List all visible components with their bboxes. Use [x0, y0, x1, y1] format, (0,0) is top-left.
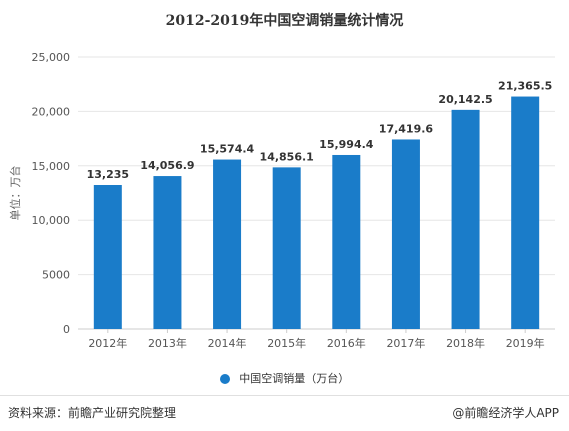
y-tick-label: 5000: [42, 269, 70, 282]
x-tick-label: 2012年: [88, 336, 127, 350]
bar: [93, 185, 122, 329]
source-note: 资料来源：前瞻产业研究院整理: [8, 406, 177, 420]
bar: [332, 154, 361, 329]
x-tick-label: 2019年: [506, 336, 545, 350]
data-label: 15,994.4: [319, 138, 374, 151]
y-tick-label: 20,000: [32, 105, 71, 118]
x-tick-label: 2018年: [446, 336, 485, 350]
data-label: 20,142.5: [438, 93, 492, 106]
y-axis-title: 单位：万台: [8, 166, 22, 221]
brand-credit: @前瞻经济学人APP: [452, 406, 559, 420]
x-tick-label: 2015年: [267, 336, 306, 350]
bar: [391, 139, 420, 329]
data-label: 15,574.4: [200, 143, 255, 156]
data-label: 14,056.9: [140, 159, 194, 172]
chart-title: 2012-2019年中国空调销量统计情况: [165, 13, 404, 29]
bar: [153, 176, 182, 329]
data-label: 17,419.6: [379, 122, 434, 135]
y-tick-label: 0: [63, 323, 70, 336]
legend: 中国空调销量（万台）: [0, 370, 569, 386]
y-tick-label: 15,000: [32, 160, 71, 173]
bar: [213, 159, 242, 329]
legend-label: 中国空调销量（万台）: [239, 372, 350, 385]
y-tick-label: 25,000: [32, 51, 71, 64]
data-label: 13,235: [87, 168, 129, 181]
x-tick-label: 2013年: [148, 336, 187, 350]
data-label: 14,856.1: [260, 150, 314, 163]
data-label: 21,365.5: [498, 80, 552, 93]
bar: [511, 96, 540, 329]
bar: [272, 167, 301, 329]
x-tick-label: 2017年: [386, 336, 425, 350]
x-tick-label: 2016年: [327, 336, 366, 350]
footer-divider: [0, 395, 569, 396]
legend-swatch: [219, 374, 230, 384]
bar: [451, 109, 480, 329]
x-tick-label: 2014年: [208, 336, 247, 350]
y-tick-label: 10,000: [32, 214, 71, 227]
